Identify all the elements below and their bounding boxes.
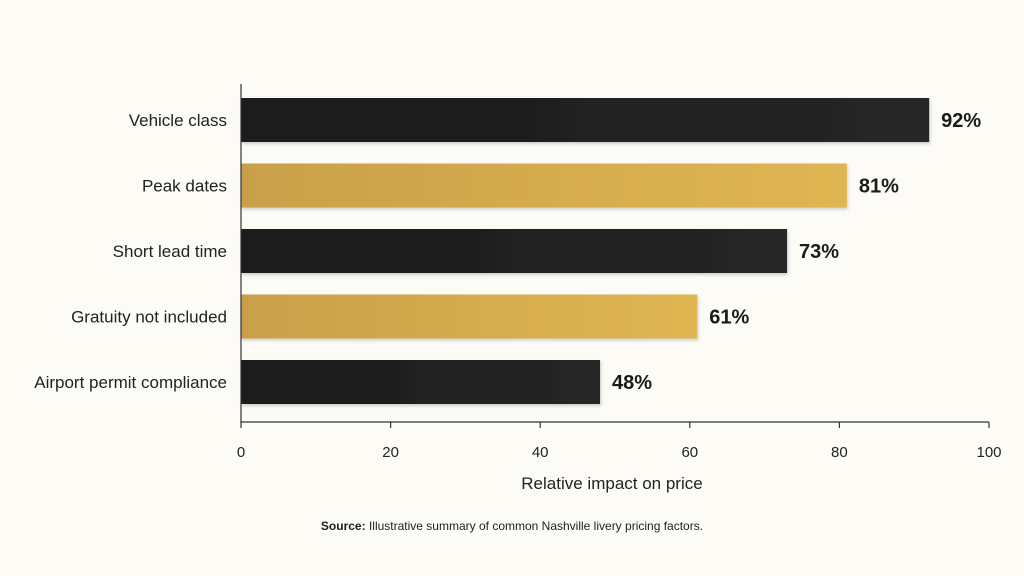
value-label-4: 48%: [612, 372, 652, 394]
bar-4: [241, 360, 601, 404]
x-tick-label-1: 20: [382, 444, 399, 461]
value-label-0: 92%: [941, 110, 981, 132]
category-label-2: Short lead time: [113, 242, 227, 261]
bar-2: [241, 229, 788, 273]
bar-0: [241, 98, 930, 142]
category-label-4: Airport permit compliance: [34, 373, 227, 392]
category-label-1: Peak dates: [142, 177, 227, 196]
source-text: Illustrative summary of common Nashville…: [368, 519, 704, 533]
x-tick-label-5: 100: [976, 444, 1001, 461]
source-note: Source: Illustrative summary of common N…: [0, 519, 1024, 533]
value-label-1: 81%: [859, 176, 899, 198]
x-tick-label-2: 40: [532, 444, 549, 461]
source-label: Source:: [320, 519, 366, 533]
value-label-3: 61%: [709, 307, 749, 329]
bar-3: [241, 294, 698, 339]
category-label-0: Vehicle class: [129, 111, 227, 130]
x-tick-label-0: 0: [237, 444, 245, 461]
bar-1: [241, 163, 847, 208]
x-tick-label-3: 60: [681, 444, 698, 461]
bar-chart: Vehicle class 92% Peak dates 81% Short lead …: [34, 84, 1002, 493]
bars-group: Vehicle class 92% Peak dates 81% Short lead …: [34, 98, 981, 404]
x-axis-title: Relative impact on price: [521, 474, 702, 493]
category-label-3: Gratuity not included: [71, 308, 227, 327]
x-tick-label-4: 80: [831, 444, 848, 461]
axes-group: 0 20 40 60 80 100: [237, 84, 1002, 461]
value-label-2: 73%: [799, 241, 839, 263]
